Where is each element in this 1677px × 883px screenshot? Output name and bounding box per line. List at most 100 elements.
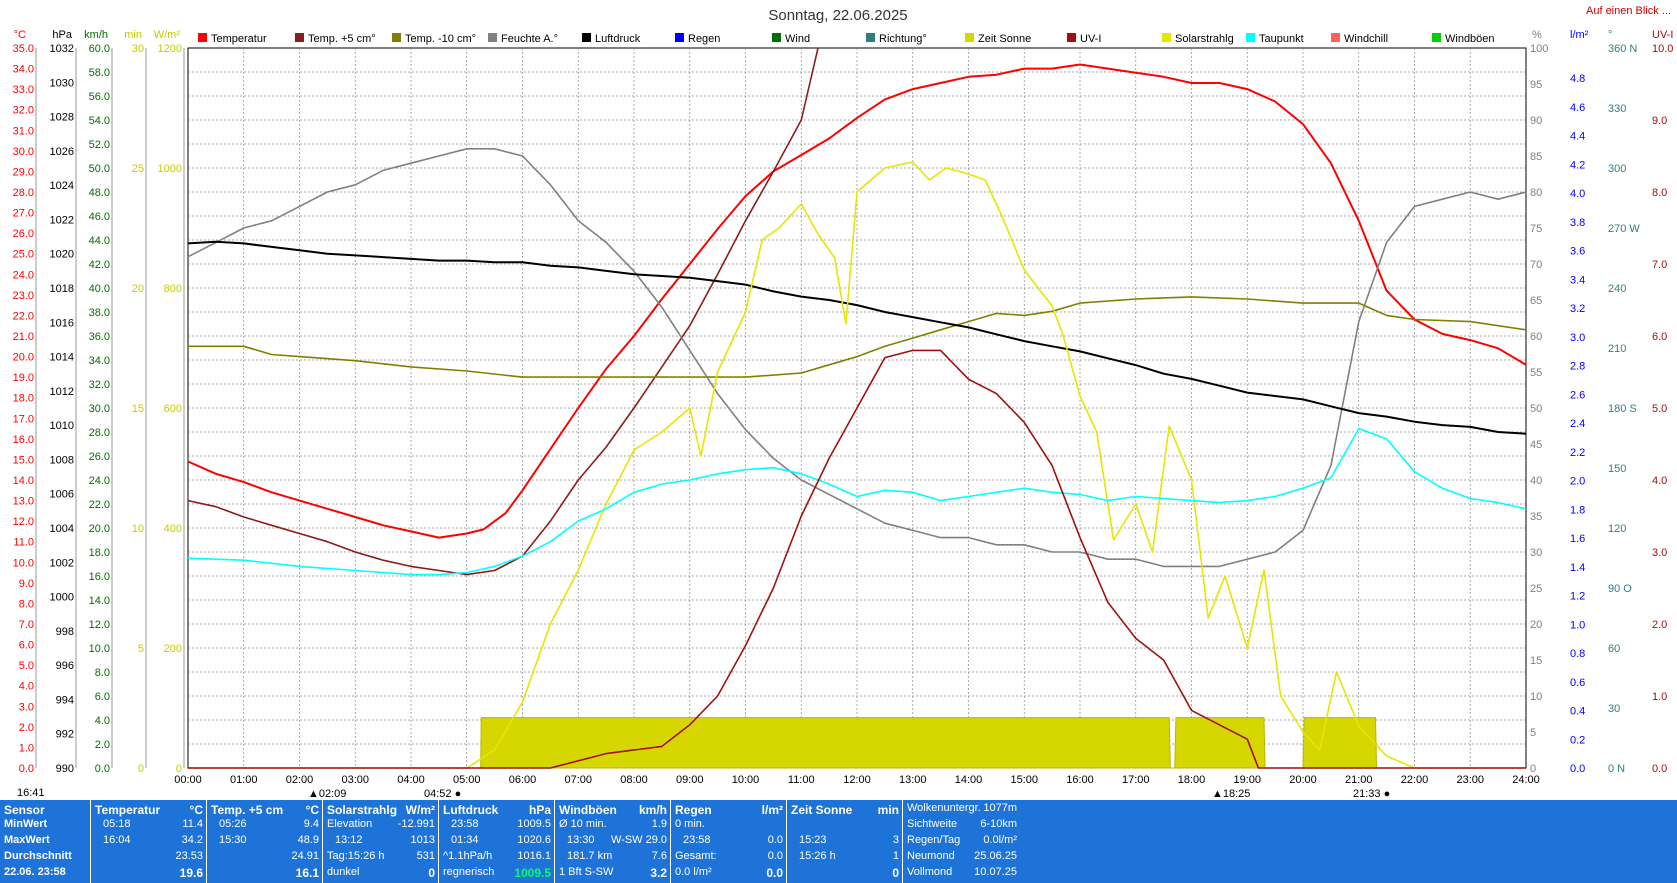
x-tick-5: 05:00 (453, 774, 481, 786)
right-axis-tick-1-8: 3.2 (1570, 303, 1585, 315)
left-axis-tick-2-21: 18.0 (89, 547, 110, 559)
series-lines (187, 47, 1527, 769)
right-axis-tick-1-7: 3.4 (1570, 274, 1585, 286)
x-tick-20: 20:00 (1289, 774, 1317, 786)
left-axis-tick-0-35: 0.0 (19, 763, 34, 775)
left-axis-tick-2-5: 50.0 (89, 163, 110, 175)
left-axis-tick-4-6: 0 (176, 763, 182, 775)
legend-label-6: Wind (785, 33, 810, 45)
legend-swatch-3 (488, 33, 497, 42)
right-axis-tick-0-15: 25 (1530, 583, 1542, 595)
right-axis-tick-2-6: 180 S (1608, 403, 1637, 415)
left-axis-tick-2-25: 10.0 (89, 643, 110, 655)
left-axis-tick-2-2: 56.0 (89, 91, 110, 103)
left-axis-tick-1-12: 1008 (50, 454, 74, 466)
left-axis-tick-3-3: 15 (132, 403, 144, 415)
right-axis-tick-1-3: 4.2 (1570, 159, 1585, 171)
right-axis-tick-3-5: 5.0 (1652, 403, 1667, 415)
left-axis-tick-4-4: 400 (164, 523, 182, 535)
series-line-2 (188, 296, 1527, 378)
x-tick-16: 16:00 (1066, 774, 1094, 786)
right-axis-tick-0-19: 5 (1530, 727, 1536, 739)
legend-swatch-6 (772, 33, 781, 42)
left-axes: °C 35.0 34.0 33.0 32.0 31.0 30.0 29.0 28.0 27.0 26… (13, 29, 185, 775)
left-axis-tick-0-34: 1.0 (19, 742, 34, 754)
x-tick-13: 13:00 (899, 774, 927, 786)
left-axis-tick-1-3: 1026 (50, 146, 74, 158)
x-tick-14: 14:00 (955, 774, 983, 786)
stats-gusts: Windböen km/h Ø 10 min. 1.9 13:30 W-SW 29.0… (554, 800, 671, 883)
right-axis-tick-2-10: 60 (1608, 643, 1620, 655)
left-axis-tick-3-5: 5 (138, 643, 144, 655)
left-axis-tick-0-23: 12.0 (13, 516, 34, 528)
legend-label-10: Solarstrahlg (1175, 33, 1234, 45)
left-axis-tick-3-1: 25 (132, 163, 144, 175)
right-axis-unit-0: % (1532, 29, 1542, 41)
event-time-a: ▲02:09 (308, 788, 347, 800)
right-axis-unit-1: l/m² (1570, 29, 1589, 41)
right-axis-tick-0-17: 15 (1530, 655, 1542, 667)
left-axis-tick-2-8: 44.0 (89, 235, 110, 247)
left-axis-tick-4-0: 1200 (158, 43, 182, 55)
left-axis-tick-0-0: 35.0 (13, 43, 34, 55)
right-axis-tick-3-1: 9.0 (1652, 115, 1667, 127)
left-axis-tick-1-2: 1028 (50, 112, 74, 124)
left-axis-tick-2-17: 26.0 (89, 451, 110, 463)
weather-chart: Sonntag, 22.06.2025 Temperatur Temp. +5 c… (13, 7, 1674, 786)
left-axis-tick-0-10: 25.0 (13, 249, 34, 261)
right-axis-tick-2-12: 0 N (1608, 763, 1625, 775)
x-tick-2: 02:00 (286, 774, 314, 786)
legend-label-5: Regen (688, 33, 720, 45)
right-axis-tick-1-4: 4.0 (1570, 188, 1585, 200)
series-line-7 (188, 349, 1526, 769)
left-axis-tick-1-21: 990 (56, 763, 74, 775)
right-axis-tick-3-10: 0.0 (1652, 763, 1667, 775)
left-axis-tick-2-29: 2.0 (95, 739, 110, 751)
right-axis-tick-0-0: 100 (1530, 43, 1548, 55)
legend-label-4: Luftdruck (595, 33, 641, 45)
current-time: 16:41 (17, 787, 45, 799)
right-axis-tick-1-23: 0.2 (1570, 734, 1585, 746)
left-axis-tick-1-0: 1032 (50, 43, 74, 55)
x-tick-23: 23:00 (1456, 774, 1484, 786)
x-tick-4: 04:00 (397, 774, 425, 786)
right-axis-tick-0-3: 85 (1530, 151, 1542, 163)
right-axis-tick-1-11: 2.6 (1570, 389, 1585, 401)
left-axis-tick-1-1: 1030 (50, 77, 74, 89)
left-axis-tick-0-22: 13.0 (13, 496, 34, 508)
right-axis-tick-0-14: 30 (1530, 547, 1542, 559)
left-axis-tick-1-14: 1004 (50, 523, 74, 535)
right-axis-tick-1-20: 0.8 (1570, 648, 1585, 660)
sunset-time: ▲18:25 (1212, 788, 1251, 800)
right-axis-tick-2-2: 300 (1608, 163, 1626, 175)
right-axis-tick-0-5: 75 (1530, 223, 1542, 235)
x-tick-15: 15:00 (1010, 774, 1038, 786)
left-axis-tick-0-32: 3.0 (19, 701, 34, 713)
left-axis-tick-3-4: 10 (132, 523, 144, 535)
legend-label-0: Temperatur (211, 33, 267, 45)
right-axis-tick-1-19: 1.0 (1570, 619, 1585, 631)
left-axis-unit-2: km/h (84, 29, 108, 41)
legend-swatch-0 (198, 33, 207, 42)
left-axis-tick-2-1: 58.0 (89, 67, 110, 79)
right-axis-tick-2-3: 270 W (1608, 223, 1640, 235)
left-axis-tick-0-6: 29.0 (13, 166, 34, 178)
x-tick-3: 03:00 (341, 774, 369, 786)
right-axis-tick-3-8: 2.0 (1652, 619, 1667, 631)
sunshine-area (188, 717, 1526, 769)
right-axis-tick-1-1: 4.6 (1570, 102, 1585, 114)
x-tick-7: 07:00 (564, 774, 592, 786)
right-axis-tick-0-12: 40 (1530, 475, 1542, 487)
left-axis-tick-2-23: 14.0 (89, 595, 110, 607)
left-axis-tick-0-28: 7.0 (19, 619, 34, 631)
left-axis-tick-0-2: 33.0 (13, 84, 34, 96)
overview-link[interactable]: Auf einen Blick ... (1586, 5, 1671, 17)
left-axis-tick-1-16: 1000 (50, 592, 74, 604)
legend-swatch-1 (295, 33, 304, 42)
legend-label-2: Temp. -10 cm° (405, 33, 476, 45)
stats-solar: Solarstrahlg W/m² Elevation -12.991 13:12 1… (322, 800, 439, 883)
right-axis-tick-2-8: 120 (1608, 523, 1626, 535)
right-axis-tick-2-9: 90 O (1608, 583, 1632, 595)
series-line-0 (187, 63, 1527, 539)
left-axis-tick-2-14: 32.0 (89, 379, 110, 391)
